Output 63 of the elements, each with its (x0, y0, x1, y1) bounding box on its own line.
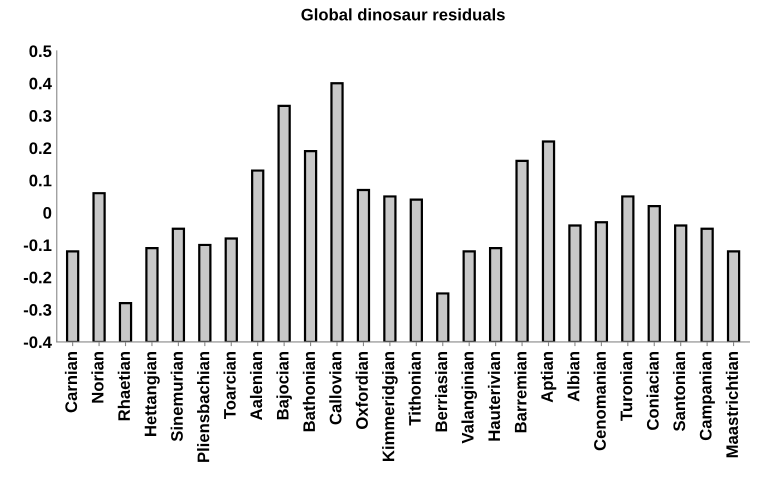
bar (330, 82, 344, 342)
x-tick-label: Hettangian (144, 352, 160, 436)
x-tick-label: Aalenian (250, 352, 262, 420)
bar (251, 169, 264, 342)
x-tick-label: Turonian (620, 352, 632, 421)
y-tick-label: -0.1 (24, 239, 52, 252)
x-tick-label: Callovian (329, 352, 342, 424)
bar (488, 247, 502, 342)
bar (542, 140, 556, 342)
bar (304, 150, 318, 342)
bar (277, 104, 291, 342)
bar (383, 195, 397, 342)
x-tick-label: Tithonian (408, 352, 421, 426)
x-tick-label: Barremian (514, 352, 527, 432)
y-tick-label: 0.1 (29, 174, 52, 186)
bar (462, 250, 476, 342)
chart-title: Global dinosaur residuals (301, 8, 505, 21)
x-tick-label: Aptian (540, 352, 556, 402)
bar (356, 188, 370, 342)
y-tick-label: -0.2 (24, 272, 52, 284)
x-tick-label: Bathonian (302, 352, 316, 432)
bar (568, 224, 582, 342)
x-tick-label: Toarcian (223, 352, 236, 419)
bar (700, 228, 714, 342)
bar (436, 292, 450, 342)
bar (648, 205, 661, 342)
y-tick-label: 0.3 (29, 110, 52, 122)
x-tick-label: Santonian (672, 352, 686, 432)
x-tick-label: Coniacian (646, 352, 659, 430)
y-tick-label: -0.3 (24, 304, 52, 316)
x-tick-label: Bajocian (276, 352, 292, 420)
x-tick-label: Hauterivian (488, 352, 500, 441)
y-tick-label: 0 (43, 206, 52, 219)
bar (224, 237, 238, 342)
x-tick-label: Maastrichtian (726, 352, 738, 458)
x-tick-label: Campanian (699, 352, 715, 440)
bar (66, 250, 80, 342)
y-tick-label: 0.4 (29, 78, 52, 90)
y-tick-label: 0.5 (29, 45, 52, 58)
x-tick-label: Rhaetian (118, 352, 130, 420)
bar (594, 221, 608, 342)
x-tick-label: Pliensbachian (197, 352, 210, 462)
x-tick-label: Sinemurian (170, 352, 183, 442)
bar (410, 198, 423, 342)
bar (198, 244, 212, 342)
x-tick-label: Carnian (64, 352, 78, 412)
x-tick-label: Oxfordian (356, 352, 368, 429)
bar (118, 302, 132, 342)
bar (172, 228, 186, 342)
x-tick-label: Valanginian (461, 352, 477, 444)
bar (674, 224, 688, 342)
bar (726, 250, 740, 342)
x-tick-label: Kimmeridgian (382, 352, 398, 461)
x-tick-label: Berriasian (434, 352, 448, 432)
bar (621, 195, 634, 342)
y-tick-label: -0.4 (24, 336, 52, 348)
x-tick-label: Albian (567, 352, 580, 402)
bar (515, 160, 529, 342)
y-tick-label: 0.2 (29, 142, 52, 154)
bar (92, 192, 106, 342)
x-tick-label: Cenomanian (594, 352, 606, 450)
bar (145, 247, 159, 342)
x-tick-label: Norian (91, 352, 104, 403)
